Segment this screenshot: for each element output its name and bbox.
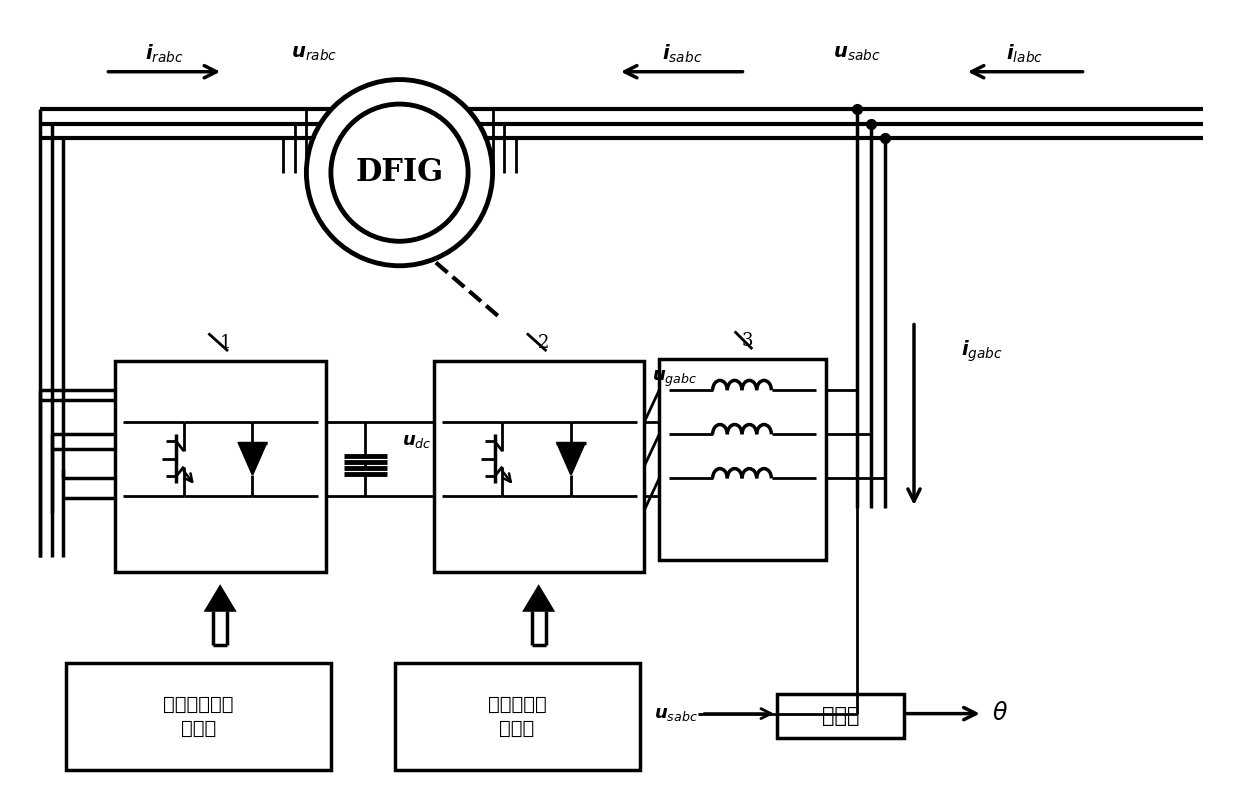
Text: 控制器: 控制器 [181, 719, 217, 738]
Text: $\boldsymbol{u}_{sabc}$: $\boldsymbol{u}_{sabc}$ [834, 45, 881, 63]
Text: 2: 2 [538, 334, 549, 352]
Text: 网侧变换器: 网侧变换器 [488, 695, 546, 715]
Polygon shape [239, 444, 266, 475]
Text: 锁相环: 锁相环 [821, 706, 859, 726]
Bar [67, 662, 331, 771]
Bar [394, 662, 639, 771]
Text: $\boldsymbol{i}_{gabc}$: $\boldsymbol{i}_{gabc}$ [961, 338, 1002, 364]
Polygon shape [206, 586, 235, 610]
Text: 1: 1 [219, 334, 230, 352]
Text: $\boldsymbol{u}_{sabc}$: $\boldsymbol{u}_{sabc}$ [654, 705, 699, 723]
Bar [659, 358, 825, 560]
Bar [777, 694, 904, 738]
Bar [434, 361, 644, 572]
Text: $\boldsymbol{i}_{labc}$: $\boldsymbol{i}_{labc}$ [1006, 43, 1043, 65]
Bar [115, 361, 326, 572]
Circle shape [306, 79, 493, 265]
Circle shape [331, 104, 468, 241]
Text: $\boldsymbol{u}_{dc}$: $\boldsymbol{u}_{dc}$ [403, 432, 432, 450]
Text: 3: 3 [742, 332, 753, 350]
Text: 控制器: 控制器 [499, 719, 535, 738]
Text: $\boldsymbol{i}_{rabc}$: $\boldsymbol{i}_{rabc}$ [145, 43, 183, 65]
Text: $\boldsymbol{u}_{gabc}$: $\boldsymbol{u}_{gabc}$ [652, 368, 698, 388]
Text: 转子侧变换器: 转子侧变换器 [164, 695, 234, 715]
Text: $\boldsymbol{u}_{rabc}$: $\boldsymbol{u}_{rabc}$ [291, 45, 337, 63]
Text: DFIG: DFIG [356, 157, 444, 188]
Text: $\theta$: $\theta$ [992, 702, 1009, 725]
Polygon shape [524, 586, 554, 610]
Polygon shape [558, 444, 585, 475]
Text: $\boldsymbol{i}_{sabc}$: $\boldsymbol{i}_{sabc}$ [662, 43, 703, 65]
